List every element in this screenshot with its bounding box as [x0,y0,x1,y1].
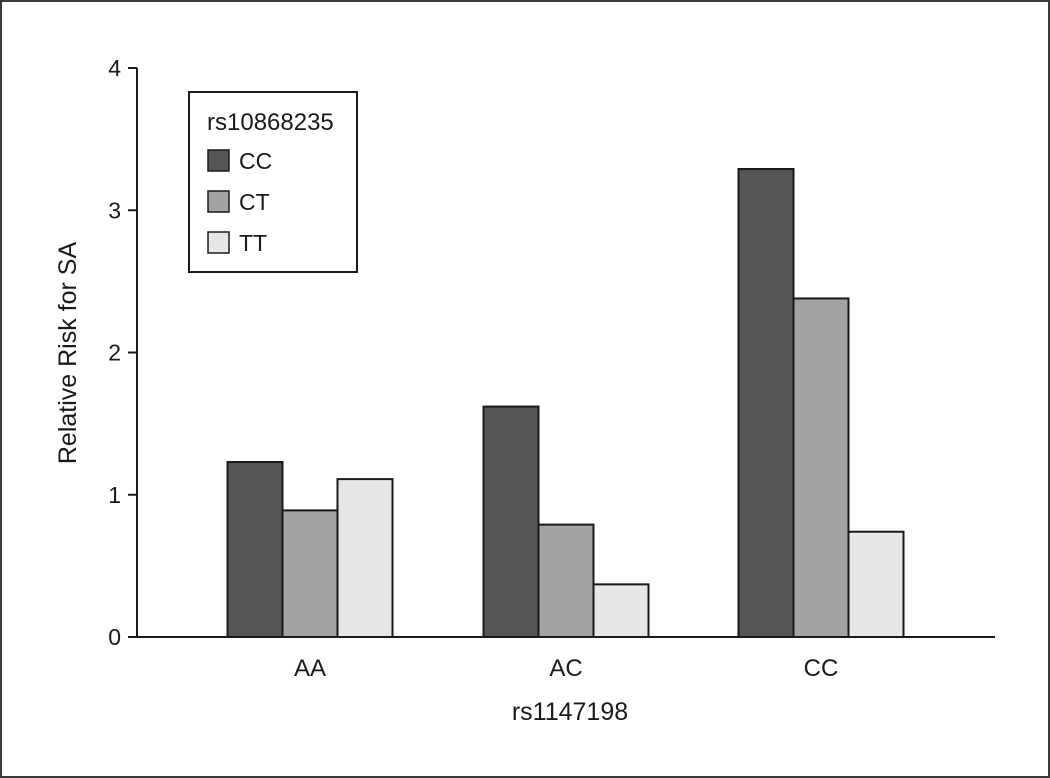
bar-cc-cc [737,167,795,638]
x-category-label: AC [549,655,582,682]
bar-cc-tt [847,530,905,638]
bar-aa-cc [226,461,284,638]
legend-label-cc: CC [239,148,272,174]
x-category-label: AA [294,655,326,682]
legend-swatch-tt [207,231,230,254]
y-tick-label: 4 [108,55,121,81]
legend: rs10868235 CC CT TT [188,91,358,273]
bar-cc-ct [792,297,850,638]
y-tick-label: 2 [108,340,121,366]
bars-layer [226,167,905,639]
legend-swatch-cc [207,149,230,172]
y-axis-title: Relative Risk for SA [54,242,82,465]
bar-aa-tt [336,478,394,639]
y-tick-label: 3 [108,197,121,223]
legend-title: rs10868235 [207,109,334,136]
bar-ac-tt [592,583,650,638]
y-ticks: 0 1 2 3 4 [108,55,137,650]
bar-ac-cc [482,405,540,638]
bar-aa-ct [281,509,339,638]
legend-swatch-ct [207,190,230,213]
bar-ac-ct [537,523,595,638]
legend-items: CC CT TT [207,148,272,256]
y-tick-label: 0 [108,624,121,650]
x-category-labels: AA AC CC [294,655,838,682]
x-axis-title: rs1147198 [512,698,628,726]
legend-label-ct: CT [239,189,270,215]
x-category-label: CC [804,655,839,682]
y-tick-label: 1 [108,482,121,508]
legend-label-tt: TT [239,230,267,256]
